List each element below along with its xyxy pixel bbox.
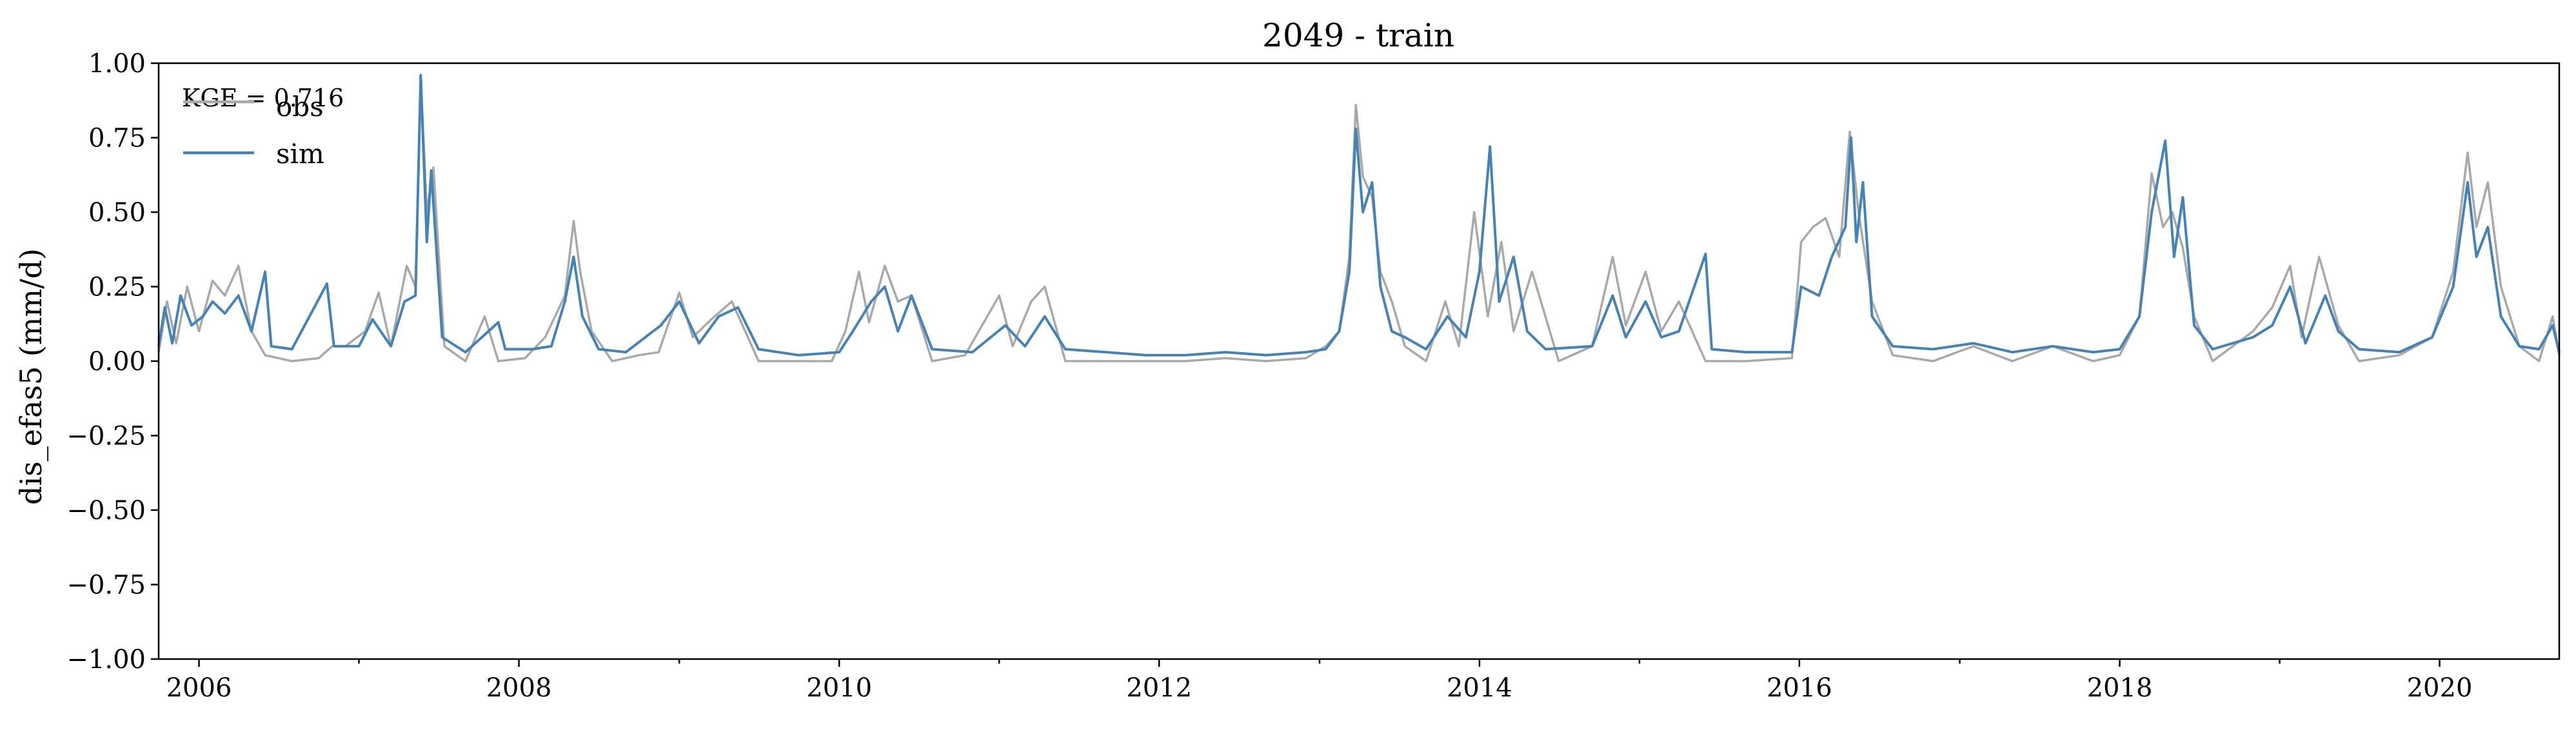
legend-obs-label: obs (276, 91, 324, 123)
y-tick-label: 1.00 (88, 49, 146, 79)
y-tick-label: 0.00 (88, 347, 146, 377)
x-tick-label: 2010 (806, 673, 872, 703)
y-axis: 1.00 0.75 0.50 0.25 0.00 −0.25 −0.50 −0.75 −1.00 (66, 49, 159, 675)
x-tick-label: 2020 (2407, 673, 2473, 703)
series-line-sim (157, 74, 2561, 357)
y-tick-label: 0.25 (88, 273, 146, 302)
kge-annotation: KGE = 0.716 (182, 84, 344, 112)
y-tick-label: −1.00 (66, 645, 146, 675)
x-tick-label: 2006 (166, 673, 232, 703)
legend-sim-label: sim (276, 138, 324, 170)
y-axis-label: dis_efas5 (mm/d) (14, 248, 48, 505)
x-tick-label: 2012 (1126, 673, 1192, 703)
x-tick-label: 2014 (1447, 673, 1512, 703)
y-tick-label: 0.50 (88, 198, 146, 228)
x-tick-label: 2016 (1767, 673, 1832, 703)
y-tick-label: −0.75 (66, 571, 146, 600)
x-tick-label: 2018 (2087, 673, 2153, 703)
series-line-obs (157, 77, 2561, 362)
y-tick-label: −0.50 (66, 496, 146, 526)
y-tick-label: 0.75 (88, 124, 146, 153)
series-layer (157, 74, 2561, 362)
y-tick-label: −0.25 (66, 422, 146, 451)
x-axis: 2006 2008 2010 2012 2014 2016 2018 2020 (166, 659, 2473, 703)
plot-area: 2006 2008 2010 2012 2014 2016 2018 2020 1.00 0.7… (66, 49, 2561, 703)
legend: obs sim (183, 91, 324, 170)
chart-title: 2049 - train (1262, 17, 1454, 54)
x-tick-label: 2008 (486, 673, 552, 703)
